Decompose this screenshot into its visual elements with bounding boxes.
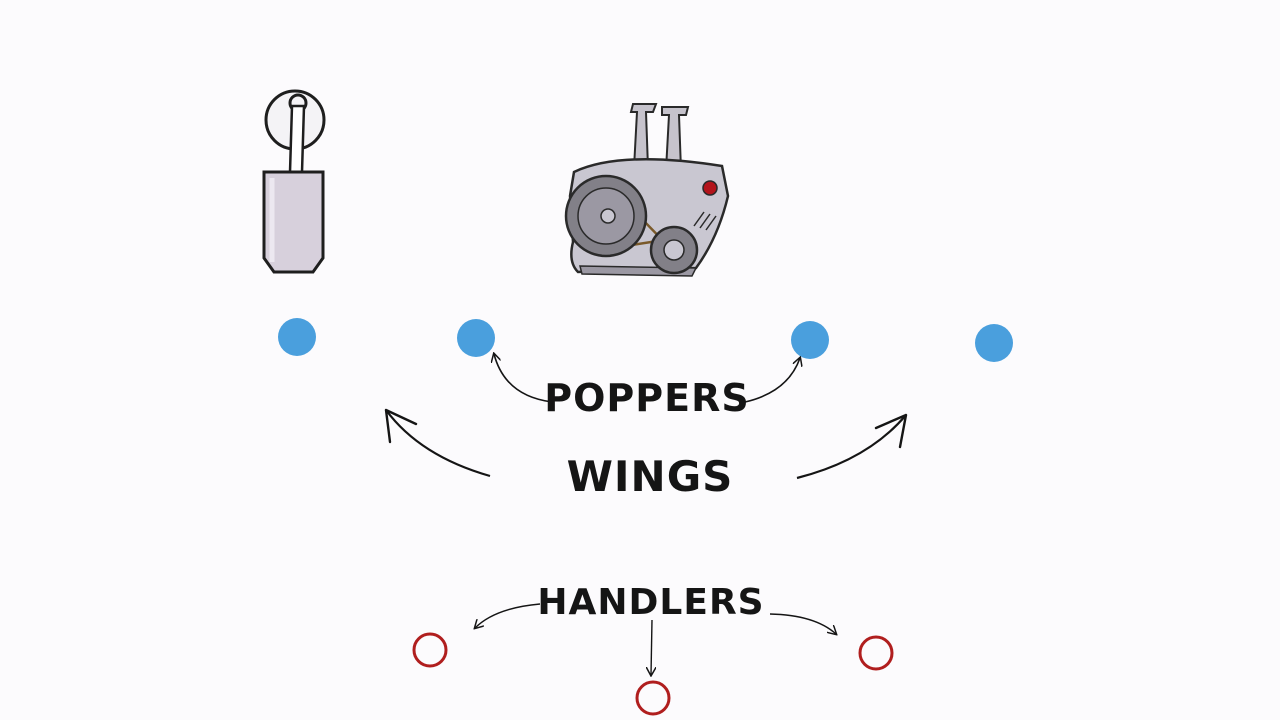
wings-arrow-left	[385, 409, 491, 478]
player-dot	[975, 324, 1013, 362]
handler-ring	[635, 680, 671, 716]
player-dot	[457, 319, 495, 357]
poppers-arrow-right	[744, 358, 800, 403]
handler-ring	[412, 632, 448, 668]
player-dot	[791, 321, 829, 359]
player-dot	[278, 318, 316, 356]
handlers-arrow-right	[769, 613, 836, 634]
stack-icon	[262, 89, 326, 274]
wings-label: WINGS	[566, 452, 734, 501]
handlers-arrow-down	[651, 619, 652, 675]
handlers-arrow-left	[475, 603, 541, 628]
engine-icon	[564, 103, 730, 277]
handler-ring	[858, 635, 894, 671]
handlers-label: HANDLERS	[537, 582, 765, 623]
poppers-label: POPPERS	[544, 376, 750, 420]
poppers-arrow-left	[494, 354, 553, 403]
wings-arrow-right	[796, 414, 907, 480]
